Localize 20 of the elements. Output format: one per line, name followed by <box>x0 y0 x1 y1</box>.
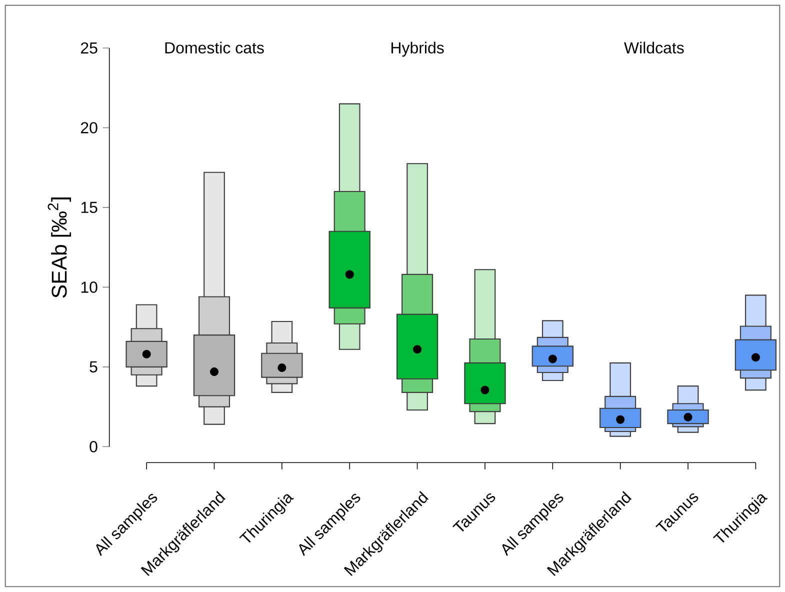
annotation: Wildcats <box>624 42 684 54</box>
point <box>278 363 286 372</box>
y-tick-label: 5 <box>90 361 98 372</box>
point <box>684 412 692 422</box>
point <box>142 350 151 358</box>
annotation: Hybrids <box>391 42 444 57</box>
annotation: Domestic cats <box>165 42 264 54</box>
point <box>616 415 625 424</box>
y-tick-label: 25 <box>80 42 98 54</box>
point <box>345 270 354 279</box>
y-tick-label: 0 <box>90 440 98 452</box>
point <box>480 386 490 394</box>
y-tick-label: 15 <box>81 202 98 214</box>
point <box>751 353 760 362</box>
point <box>548 354 557 364</box>
point <box>210 367 219 376</box>
y-tick-label: 20 <box>80 122 98 134</box>
y-tick-label: 10 <box>81 282 98 293</box>
y-axis-title: SEAb [‰$^{2}$] <box>48 198 72 298</box>
point <box>413 345 422 354</box>
